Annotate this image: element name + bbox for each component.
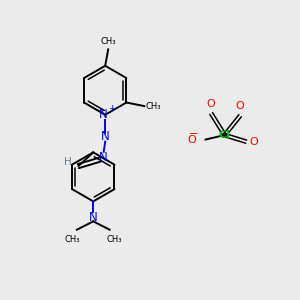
Text: CH₃: CH₃ xyxy=(100,37,116,46)
Text: Cl: Cl xyxy=(219,130,231,140)
Text: CH₃: CH₃ xyxy=(106,235,122,244)
Text: H: H xyxy=(64,157,72,166)
Text: O: O xyxy=(236,101,244,111)
Text: −: − xyxy=(189,129,198,139)
Text: N: N xyxy=(99,151,108,164)
Text: N: N xyxy=(99,108,108,121)
Text: CH₃: CH₃ xyxy=(146,102,161,111)
Text: N: N xyxy=(100,130,109,143)
Text: +: + xyxy=(108,104,116,113)
Text: O: O xyxy=(207,99,216,109)
Text: O: O xyxy=(250,136,259,147)
Text: N: N xyxy=(89,211,98,224)
Text: O: O xyxy=(188,134,197,145)
Text: CH₃: CH₃ xyxy=(64,235,80,244)
